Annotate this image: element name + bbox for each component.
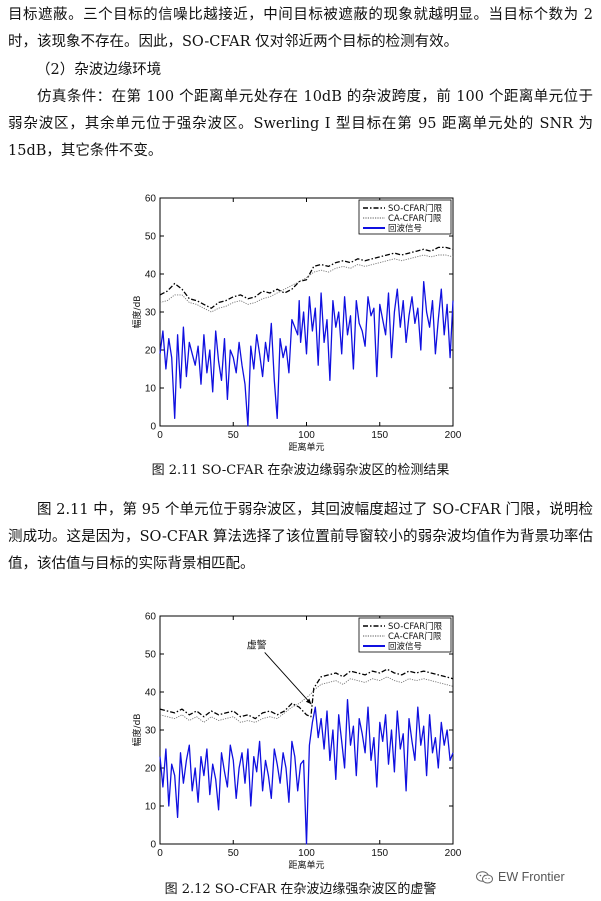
chart-1-ytick-label: 40: [145, 270, 157, 281]
chart-2-xtick-label: 100: [298, 848, 315, 859]
chart-1-ytick-label: 60: [145, 194, 157, 205]
chart-2-ytick-label: 30: [145, 726, 157, 737]
chart-2-12: 0 10 20 30 40 50 60 0 50 100 150 200 距离单元 幅度/dB SO-CFA…: [131, 612, 462, 872]
chart-1-ytick-label: 30: [145, 308, 157, 319]
chart-1-xtick-label: 50: [228, 430, 240, 441]
chart-1-ylabel: 幅度/dB: [131, 296, 143, 329]
chart-1-xtick-label: 100: [298, 430, 315, 441]
chart-1-ytick-label: 50: [145, 232, 157, 243]
chart-2-xtick-label: 200: [445, 848, 462, 859]
chart-2-legend-label-1: SO-CFAR门限: [388, 621, 443, 632]
chart-2-xtick-label: 150: [371, 848, 388, 859]
chart-2-xlabel: 距离单元: [288, 859, 324, 871]
chart-1-legend-label-1: SO-CFAR门限: [388, 203, 443, 214]
chart-1-ytick-label: 0: [150, 422, 156, 433]
chart-2-11: 0 10 20 30 40 50 60 0 50 100 150 200 距离单元 幅度/dB SO-CFA…: [131, 194, 462, 454]
chart-1-xtick-label: 200: [445, 430, 462, 441]
chart-2-series-3-line: [159, 698, 454, 845]
chart-2-legend-label-3: 回波信号: [388, 641, 422, 652]
chart-1-ytick-label: 20: [145, 346, 157, 357]
chart-2-ytick-label: 40: [145, 688, 157, 699]
chart-1-xlabel: 距离单元: [288, 441, 324, 453]
chart-1-xtick-label: 150: [371, 430, 388, 441]
chart-2-series-1-line: [159, 668, 454, 720]
chart-2-legend-label-2: CA-CFAR门限: [388, 631, 442, 642]
chart-2-annotation-label: 虚警: [247, 638, 267, 651]
chart-2-ytick-label: 60: [145, 612, 157, 623]
chart-1-ytick-label: 10: [145, 384, 157, 395]
chart-2-ytick-label: 50: [145, 650, 157, 661]
figure-caption-2-11: 图 2.11 SO-CFAR 在杂波边缘弱杂波区的检测结果: [151, 463, 450, 478]
chart-2-ylabel: 幅度/dB: [131, 714, 143, 747]
chart-2-plot-area: [159, 615, 454, 845]
chart-1-xtick-label: 0: [157, 430, 163, 441]
chart-1-series-2-line: [159, 254, 454, 313]
wechat-icon: [476, 870, 493, 883]
chart-1-series-1-line: [159, 246, 454, 309]
paragraph-3: 图 2.11 中，第 95 个单元位于弱杂波区，其回波幅度超过了 SO-CFAR…: [8, 502, 593, 572]
chart-1-legend-label-2: CA-CFAR门限: [388, 213, 442, 224]
paragraph-1: 目标遮蔽。三个目标的信噪比越接近，中间目标被遮蔽的现象就越明显。当目标个数为 2…: [8, 7, 593, 50]
chart-1-legend-label-3: 回波信号: [388, 223, 422, 234]
chart-2-ytick-label: 0: [150, 840, 156, 851]
paragraph-2: 仿真条件：在第 100 个距离单元处存在 10dB 的杂波跨度，前 100 个距…: [8, 89, 593, 159]
chart-2-series-2-line: [159, 676, 454, 723]
chart-2-xtick-label: 0: [157, 848, 163, 859]
figure-caption-2-12: 图 2.12 SO-CFAR 在杂波边缘强杂波区的虚警: [164, 882, 437, 897]
chart-2-annotation-arrow: [264, 652, 312, 705]
watermark-text: EW Frontier: [498, 870, 565, 884]
chart-2-ytick-label: 10: [145, 802, 157, 813]
chart-2-ytick-label: 20: [145, 764, 157, 775]
watermark: EW Frontier: [476, 866, 596, 888]
chart-1-series-3-line: [159, 280, 454, 427]
chart-2-xtick-label: 50: [228, 848, 240, 859]
chart-2-annotation-arrowhead: [305, 698, 312, 705]
section-heading: （2）杂波边缘环境: [36, 62, 162, 78]
